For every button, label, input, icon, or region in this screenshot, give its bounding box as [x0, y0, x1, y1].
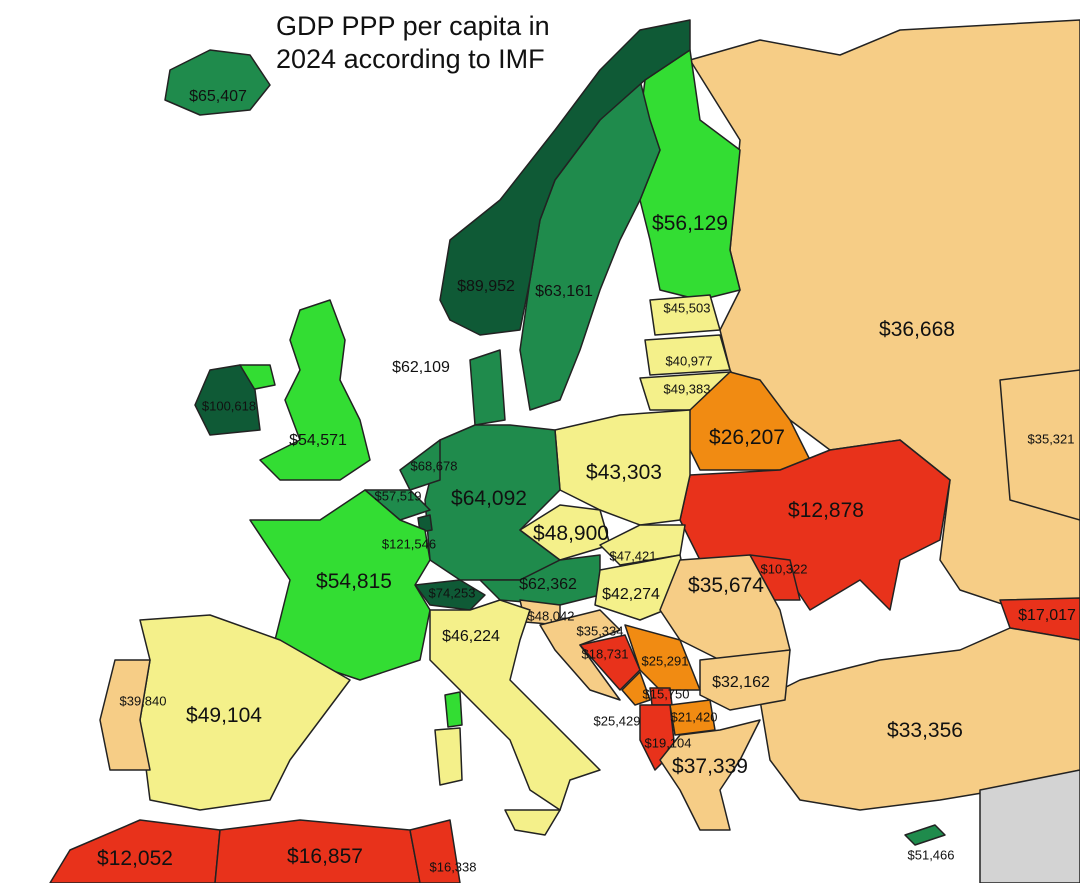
region-czechia	[519, 504, 611, 561]
region-montenegro	[621, 671, 651, 706]
label-portugal: $39,840	[119, 693, 167, 709]
region-sicily	[504, 809, 561, 836]
region-estonia	[649, 294, 721, 336]
label-uk: $54,571	[289, 432, 347, 449]
label-tunisia: $16,338	[429, 859, 477, 875]
title-line-1: GDP PPP per capita in	[276, 11, 550, 41]
region-norway	[439, 19, 691, 336]
label-serbia: $25,291	[641, 653, 689, 669]
region-middle-east	[979, 769, 1080, 883]
label-denmark: $62,109	[392, 359, 450, 376]
label-turkey: $33,356	[887, 719, 963, 742]
label-sweden: $63,161	[535, 283, 593, 300]
label-latvia: $40,977	[665, 353, 713, 369]
region-latvia	[644, 334, 731, 376]
region-tunisia	[409, 819, 461, 883]
label-belarus: $26,207	[709, 426, 785, 449]
region-serbia	[624, 624, 701, 691]
label-ukraine: $12,878	[788, 499, 864, 522]
region-italy	[429, 599, 601, 811]
label-russia: $36,668	[879, 318, 955, 341]
label-albania: $19,104	[644, 735, 692, 751]
label-moldova: $10,322	[760, 561, 808, 577]
label-morocco: $12,052	[97, 847, 173, 870]
label-slovakia: $47,421	[609, 548, 657, 564]
label-ireland: $100,618	[201, 398, 257, 414]
label-finland: $56,129	[652, 212, 728, 235]
label-montenegro: $25,429	[593, 713, 641, 729]
label-bulgaria: $32,162	[712, 674, 770, 691]
region-netherlands	[399, 439, 441, 491]
region-switzerland	[414, 579, 486, 611]
region-ireland	[194, 364, 261, 436]
label-algeria: $16,857	[287, 845, 363, 868]
label-croatia: $35,334	[576, 623, 624, 639]
map-title: GDP PPP per capita in 2024 according to …	[276, 10, 550, 76]
label-romania: $35,674	[688, 574, 764, 597]
label-lithuania: $49,383	[663, 381, 711, 397]
region-poland	[554, 409, 691, 526]
region-kazakhstan	[999, 369, 1080, 521]
label-poland: $43,303	[586, 461, 662, 484]
region-denmark	[469, 349, 506, 426]
label-kosovo: $15,750	[642, 686, 690, 702]
region-slovakia	[599, 524, 686, 566]
region-portugal	[99, 659, 151, 771]
label-georgia: $17,017	[1018, 607, 1076, 624]
region-cyprus	[904, 824, 946, 846]
label-iceland: $65,407	[189, 88, 247, 105]
label-spain: $49,104	[186, 704, 262, 727]
label-greece: $37,339	[672, 755, 748, 778]
region-turkey	[759, 627, 1080, 811]
label-estonia: $45,503	[663, 300, 711, 316]
label-norway: $89,952	[457, 278, 515, 295]
label-hungary: $42,274	[602, 586, 660, 603]
label-netherlands: $68,678	[410, 458, 458, 474]
label-bosnia: $18,731	[581, 646, 629, 662]
region-uk	[259, 299, 371, 481]
label-germany: $64,092	[451, 487, 527, 510]
label-italy: $46,224	[442, 628, 500, 645]
region-corsica	[444, 691, 463, 728]
title-line-2: 2024 according to IMF	[276, 44, 545, 74]
label-switzerland: $74,253	[428, 585, 476, 601]
region-sweden	[519, 79, 661, 411]
label-north-macedonia: $21,420	[670, 709, 718, 725]
region-iceland	[164, 49, 271, 116]
label-austria: $62,362	[519, 576, 577, 593]
label-luxembourg: $121,546	[381, 536, 437, 552]
region-greece	[659, 719, 761, 831]
label-kazakhstan: $35,321	[1027, 431, 1075, 447]
label-czechia: $48,900	[533, 522, 609, 545]
region-croatia	[539, 609, 621, 701]
region-sardinia	[434, 727, 463, 786]
label-cyprus: $51,466	[907, 847, 955, 863]
label-belgium: $57,519	[374, 488, 422, 504]
label-france: $54,815	[316, 570, 392, 593]
label-slovenia: $48,042	[527, 608, 575, 624]
